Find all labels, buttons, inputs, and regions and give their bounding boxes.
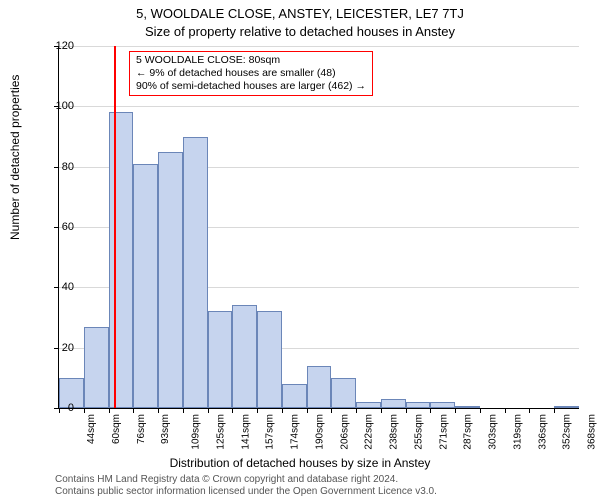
y-tick-label: 40 [44,281,74,293]
x-tick-label: 352sqm [562,414,573,450]
footer-line-1: Contains HM Land Registry data © Crown c… [55,474,437,486]
histogram-bar [381,399,406,408]
x-tick-mark [109,408,110,413]
x-tick-label: 303sqm [488,414,499,450]
x-axis-label: Distribution of detached houses by size … [0,456,600,470]
x-tick-mark [257,408,258,413]
histogram-bar [282,384,307,408]
histogram-bar [331,378,356,408]
x-tick-label: 125sqm [215,414,226,450]
histogram-bar [232,305,257,408]
x-tick-label: 319sqm [513,414,524,450]
x-tick-mark [84,408,85,413]
footer-attribution: Contains HM Land Registry data © Crown c… [55,474,437,498]
x-tick-label: 336sqm [537,414,548,450]
x-tick-label: 141sqm [240,414,251,450]
x-tick-label: 271sqm [438,414,449,450]
y-tick-label: 100 [44,100,74,112]
x-tick-mark [505,408,506,413]
histogram-bar [307,366,332,408]
histogram-bar [356,402,381,408]
x-tick-label: 174sqm [290,414,301,450]
histogram-bar [208,311,233,408]
x-tick-label: 93sqm [160,414,171,444]
x-tick-mark [480,408,481,413]
y-tick-label: 20 [44,342,74,354]
y-tick-label: 60 [44,221,74,233]
histogram-bar [455,406,480,408]
histogram-bar [430,402,455,408]
histogram-bar [158,152,183,408]
x-tick-label: 44sqm [86,414,97,444]
chart-container: 5, WOOLDALE CLOSE, ANSTEY, LEICESTER, LE… [0,0,600,500]
annotation-line-2: ← 9% of detached houses are smaller (48) [136,67,366,80]
histogram-bar [133,164,158,408]
histogram-bar [554,406,579,408]
x-tick-label: 76sqm [136,414,147,444]
x-tick-mark [133,408,134,413]
x-tick-label: 255sqm [413,414,424,450]
plot-area: 44sqm60sqm76sqm93sqm109sqm125sqm141sqm15… [58,46,579,409]
x-tick-label: 190sqm [314,414,325,450]
histogram-bar [257,311,282,408]
footer-line-2: Contains public sector information licen… [55,486,437,498]
grid-line [59,46,579,47]
x-tick-mark [232,408,233,413]
x-tick-mark [381,408,382,413]
annotation-line-3: 90% of semi-detached houses are larger (… [136,80,366,93]
y-tick-label: 80 [44,161,74,173]
grid-line [59,106,579,107]
x-tick-mark [554,408,555,413]
annotation-line-1: 5 WOOLDALE CLOSE: 80sqm [136,54,366,67]
x-tick-label: 157sqm [265,414,276,450]
x-tick-mark [406,408,407,413]
x-tick-label: 60sqm [111,414,122,444]
x-tick-mark [331,408,332,413]
x-tick-mark [282,408,283,413]
y-tick-label: 0 [44,402,74,414]
x-tick-label: 109sqm [191,414,202,450]
x-tick-label: 238sqm [389,414,400,450]
x-tick-mark [455,408,456,413]
x-tick-mark [430,408,431,413]
chart-title-main: 5, WOOLDALE CLOSE, ANSTEY, LEICESTER, LE… [0,6,600,21]
x-tick-label: 368sqm [587,414,598,450]
x-tick-mark [529,408,530,413]
x-tick-label: 206sqm [339,414,350,450]
histogram-bar [84,327,109,408]
x-tick-mark [307,408,308,413]
histogram-bar [109,112,134,408]
x-tick-mark [158,408,159,413]
x-tick-mark [356,408,357,413]
x-tick-label: 287sqm [463,414,474,450]
histogram-bar [183,137,208,409]
x-tick-label: 222sqm [364,414,375,450]
x-tick-mark [208,408,209,413]
y-tick-label: 120 [44,40,74,52]
x-tick-mark [183,408,184,413]
y-axis-label: Number of detached properties [8,75,22,240]
histogram-bar [406,402,431,408]
annotation-box: 5 WOOLDALE CLOSE: 80sqm← 9% of detached … [129,51,373,96]
marker-line [114,46,116,408]
chart-title-sub: Size of property relative to detached ho… [0,24,600,39]
